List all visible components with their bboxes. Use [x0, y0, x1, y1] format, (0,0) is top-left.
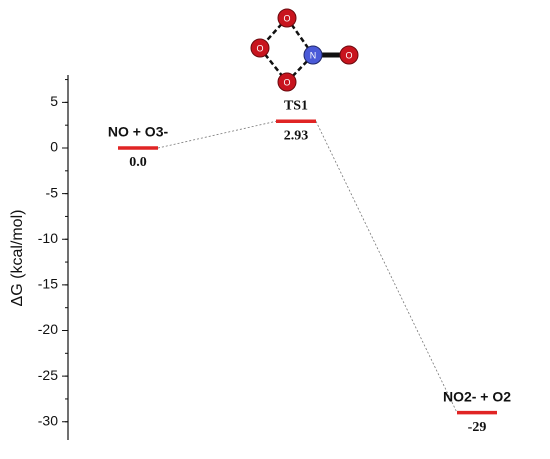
y-tick-label: -30 [38, 412, 58, 428]
y-tick-label: -10 [38, 230, 58, 246]
value-label: 2.93 [284, 128, 309, 143]
y-tick-label: -20 [38, 321, 58, 337]
ts-structure: O O O N O [250, 8, 359, 92]
y-tick-label: 5 [50, 93, 58, 109]
atom [339, 45, 359, 65]
atom [277, 72, 297, 92]
connector [157, 120, 277, 149]
y-tick-label: -15 [38, 276, 58, 292]
species-label: TS1 [284, 98, 308, 113]
species-label: NO2- + O2 [443, 388, 511, 404]
y-tick-label: -5 [46, 184, 59, 200]
atom-label: N [310, 50, 317, 60]
atom [250, 38, 270, 58]
bond [286, 54, 314, 83]
atom-label: O [283, 77, 290, 87]
value-label: -29 [468, 420, 487, 435]
y-axis-label: ΔG (kcal/mol) [9, 210, 26, 307]
connector [315, 121, 458, 413]
value-label: 0.0 [129, 155, 147, 170]
species-label: NO + O3- [108, 124, 169, 140]
atom-label: O [345, 50, 352, 60]
y-tick-label: 0 [50, 139, 58, 155]
atom [277, 8, 297, 28]
atom-label: O [256, 43, 263, 53]
atom-label: O [283, 13, 290, 23]
y-tick-label: -25 [38, 367, 58, 383]
atom [303, 45, 323, 65]
